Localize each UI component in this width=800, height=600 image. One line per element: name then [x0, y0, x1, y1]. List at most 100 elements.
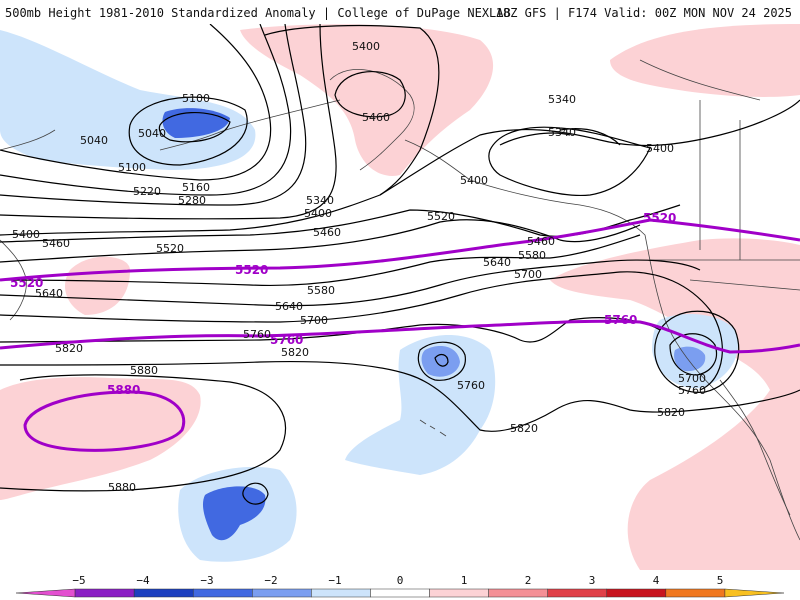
canada-provinces	[639, 59, 800, 291]
contour-label: 5700	[300, 314, 328, 327]
colorbar-segment	[133, 588, 194, 598]
contour-5340-west	[499, 128, 621, 146]
north-america-west-coast	[579, 204, 800, 541]
highlighted-contours	[0, 218, 800, 452]
colorbar-segment	[547, 588, 608, 598]
highlight-label: 5520	[643, 211, 676, 225]
contour-5040	[158, 112, 231, 143]
contour-5640	[0, 259, 701, 307]
contour-5700	[0, 271, 723, 391]
contour-label: 5820	[657, 406, 685, 419]
contour-label: 5400	[646, 142, 674, 155]
contour-label: 5820	[510, 422, 538, 435]
colorbar-tick: 4	[652, 574, 660, 587]
contour-label: 5820	[281, 346, 309, 359]
contour-5880	[0, 374, 287, 492]
contour-label: 5340	[306, 194, 334, 207]
anomaly-map: 5400 5460 5340 5340 5400 5100 5040 5040 …	[0, 24, 800, 570]
contour-labels: 5400 5460 5340 5340 5400 5100 5040 5040 …	[12, 40, 706, 494]
contour-5580	[0, 234, 641, 287]
contour-5340-trough	[488, 126, 651, 197]
strong-negative-cutoff-low	[674, 346, 706, 372]
colorbar-tick: −3	[200, 574, 214, 587]
colorbar-tick: −4	[136, 574, 150, 587]
positive-anomaly-west-coast	[550, 238, 800, 570]
highlight-5520	[0, 218, 800, 282]
contour-5760-hawaii	[417, 341, 466, 381]
colorbar-tick: 0	[396, 574, 404, 587]
contour-label: 5460	[313, 226, 341, 239]
hawaiian-islands	[419, 419, 447, 437]
colorbar-tick: −5	[72, 574, 86, 587]
highlight-label: 5880	[107, 383, 140, 397]
contour-label: 5760	[678, 384, 706, 397]
kamchatka-coastline	[0, 129, 56, 321]
baja-california	[719, 379, 791, 516]
contour-label: 5460	[527, 235, 555, 248]
contour-5520	[0, 219, 641, 263]
contour-label: 5040	[80, 134, 108, 147]
contour-label: 5400	[12, 228, 40, 241]
contour-label: 5340	[548, 93, 576, 106]
contour-5760	[0, 317, 661, 343]
contour-5220	[0, 24, 292, 196]
contour-label: 5160	[182, 181, 210, 194]
colorbar-tick: 1	[460, 574, 468, 587]
highlight-labels: 5520 5520 5520 5760 5760 5880	[10, 211, 676, 397]
moderate-negative-south-pacific	[202, 486, 266, 541]
contour-label: 5280	[178, 194, 206, 207]
colorbar-tick: −1	[328, 574, 342, 587]
highlight-label: 5520	[235, 263, 268, 277]
colorbar-segment	[370, 588, 430, 598]
contour-label: 5700	[678, 372, 706, 385]
contour-label: 5760	[243, 328, 271, 341]
strong-negative-low-a	[162, 108, 230, 138]
colorbar-segment	[724, 588, 785, 598]
contour-5460	[0, 204, 681, 243]
contour-label: 5040	[138, 127, 166, 140]
contour-label: 5520	[156, 242, 184, 255]
highlight-5880	[23, 390, 186, 452]
colorbar-segment	[192, 588, 253, 598]
colorbar-tick: −2	[264, 574, 278, 587]
colorbar-segment	[252, 588, 312, 598]
contour-south-pacific-low	[242, 482, 269, 505]
anomaly-colorbar: −5 −4 −3 −2 −1 0 1 2 3 4 5	[0, 572, 800, 600]
model-valid-time: 18Z GFS | F174 Valid: 00Z MON NOV 24 202…	[495, 6, 792, 20]
contour-label: 5760	[457, 379, 485, 392]
colorbar-segment	[488, 588, 548, 598]
contour-label: 5400	[460, 174, 488, 187]
colorbar-segment	[311, 588, 371, 598]
contour-5460-ring	[334, 71, 406, 118]
colorbar-tick: 2	[524, 574, 532, 587]
contour-5760-low	[654, 310, 740, 393]
colorbar-segment	[15, 588, 76, 598]
contour-label: 5400	[304, 207, 332, 220]
contour-5400-ridge	[0, 24, 440, 236]
contour-label: 5100	[118, 161, 146, 174]
contour-label: 5100	[182, 92, 210, 105]
highlight-5760	[0, 319, 800, 354]
contour-5700-low	[669, 333, 718, 376]
contour-5100	[128, 96, 248, 166]
contour-label: 5820	[55, 342, 83, 355]
negative-anomaly-central-pacific	[345, 335, 496, 475]
contour-hawaii-center	[434, 353, 449, 367]
contour-label: 5580	[307, 284, 335, 297]
map-title: 500mb Height 1981-2010 Standardized Anom…	[5, 6, 511, 20]
contour-label: 5640	[483, 256, 511, 269]
contour-label: 5880	[108, 481, 136, 494]
map-header: 500mb Height 1981-2010 Standardized Anom…	[0, 0, 800, 24]
contour-label: 5460	[362, 111, 390, 124]
contour-label: 5220	[133, 185, 161, 198]
contour-label: 5580	[518, 249, 546, 262]
contour-label: 5700	[514, 268, 542, 281]
contour-5340	[0, 24, 337, 220]
contour-label: 5640	[35, 287, 63, 300]
coastlines	[0, 59, 800, 541]
positive-anomaly-subtropical-high	[0, 377, 201, 500]
colorbar-segment	[429, 588, 489, 598]
highlight-label: 5760	[604, 313, 637, 327]
height-contours	[0, 24, 800, 505]
contour-5160	[0, 24, 272, 181]
